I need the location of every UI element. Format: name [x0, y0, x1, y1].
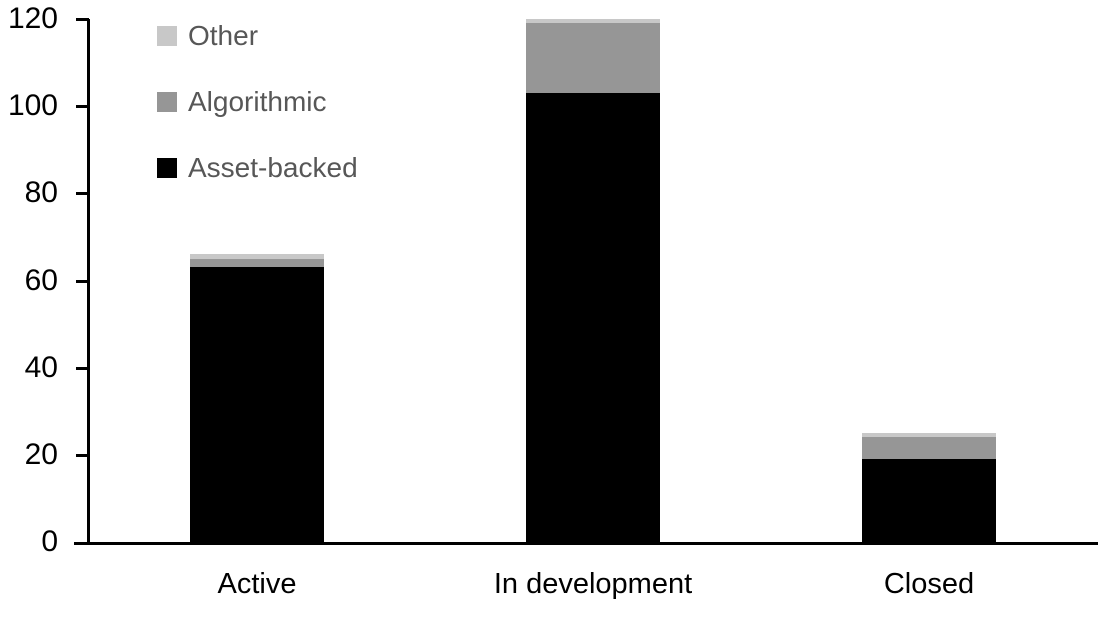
- bar-in-development-segment-algorithmic: [526, 23, 660, 94]
- legend-item-algorithmic: Algorithmic: [157, 86, 327, 117]
- legend-label: Other: [188, 20, 259, 51]
- y-axis-tick: [76, 18, 89, 21]
- bar-active-segment-asset-backed: [190, 267, 324, 542]
- y-axis-tick-label: 80: [24, 176, 58, 210]
- y-axis-tick-label: 120: [7, 2, 58, 35]
- y-axis-tick: [76, 279, 89, 283]
- bar-active-segment-other: [190, 254, 324, 259]
- x-axis-category-label: Closed: [883, 568, 975, 600]
- x-axis-category-label: In development: [493, 568, 693, 600]
- bar-closed-segment-other: [862, 433, 996, 438]
- y-axis-tick-label: 20: [24, 437, 58, 471]
- y-axis-tick-label: 0: [41, 525, 58, 558]
- y-axis-tick: [76, 366, 89, 370]
- y-axis-tick-label: 60: [24, 263, 58, 297]
- legend-item-other: Other: [157, 20, 259, 51]
- legend-swatch-asset-backed: [157, 158, 177, 178]
- legend-label: Asset-backed: [188, 152, 358, 183]
- bar-in-development-segment-other: [526, 19, 660, 24]
- legend-label: Algorithmic: [188, 86, 327, 117]
- bar-closed-segment-algorithmic: [862, 437, 996, 460]
- bar-closed-segment-asset-backed: [862, 459, 996, 542]
- y-axis-tick: [76, 192, 89, 196]
- y-axis-tick-label: 40: [24, 350, 58, 384]
- legend-item-asset-backed: Asset-backed: [157, 152, 358, 183]
- x-axis-line: [74, 542, 1098, 545]
- legend-swatch-algorithmic: [157, 92, 177, 112]
- bar-active-segment-algorithmic: [190, 258, 324, 268]
- legend-swatch-other: [157, 26, 177, 46]
- y-axis-tick-label: 100: [7, 89, 58, 123]
- x-axis-category-label: Active: [217, 568, 297, 600]
- y-axis-tick: [76, 105, 89, 109]
- y-axis-tick: [76, 453, 89, 457]
- bar-in-development-segment-asset-backed: [526, 93, 660, 542]
